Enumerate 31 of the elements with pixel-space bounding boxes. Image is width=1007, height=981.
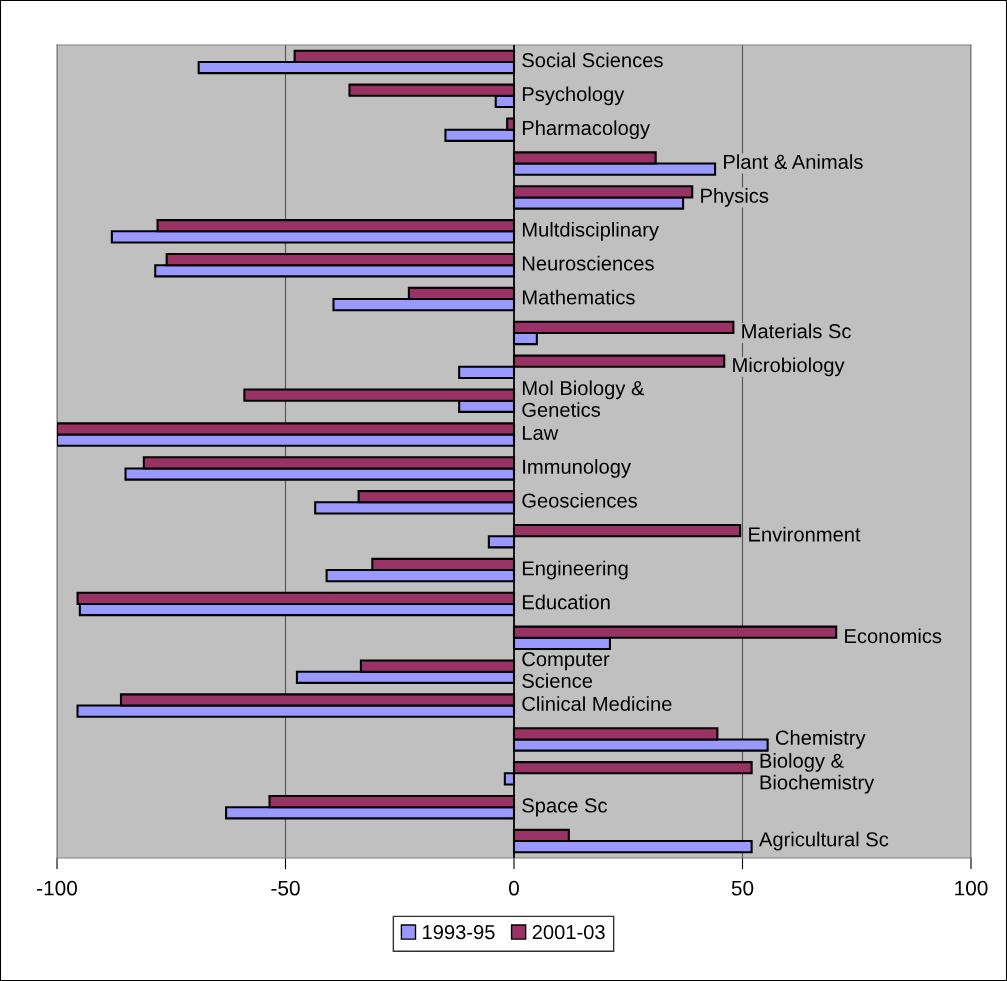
legend-label: 1993-95 xyxy=(423,925,495,940)
y-tick-label: Psychology xyxy=(522,86,625,106)
y-tick-label: Physics xyxy=(701,188,769,207)
y-tick-label: Engineering xyxy=(522,560,628,580)
x-tick-label: -50 xyxy=(271,880,300,896)
x-tick-label: 100 xyxy=(955,880,988,896)
x-tick-label: 50 xyxy=(731,880,754,896)
y-tick-label: Materials Sc xyxy=(742,323,851,339)
y-tick-label: Space Sc xyxy=(522,798,607,817)
y-tick-label: Immunology xyxy=(523,459,631,478)
y-tick-label: Economics xyxy=(845,628,942,644)
legend-label: 2001-03 xyxy=(532,925,605,940)
y-tick-label: Geosciences xyxy=(522,492,637,508)
y-tick-label: Computer Science xyxy=(522,651,610,688)
y-tick-label: Social Sciences xyxy=(522,52,663,68)
y-tick-label: Multdisciplinary xyxy=(522,221,659,241)
y-tick-label: Plant & Animals xyxy=(724,154,863,169)
y-tick-label: Mathematics xyxy=(522,289,635,305)
y-tick-label: Clinical Medicine xyxy=(522,696,672,711)
x-tick-label: -100 xyxy=(37,880,78,896)
y-tick-label: Neurosciences xyxy=(522,255,654,271)
x-tick-label: 0 xyxy=(509,880,519,896)
y-tick-label: Biology & Biochemistry xyxy=(760,753,875,794)
y-tick-label: Education xyxy=(522,594,610,610)
y-tick-label: Microbiology xyxy=(733,357,845,377)
y-tick-label: Environment xyxy=(749,526,861,542)
y-tick-label: Agricultural Sc xyxy=(758,831,889,851)
y-tick-label: Chemistry xyxy=(775,730,866,749)
y-tick-label: Mol Biology & Genetics xyxy=(522,380,645,417)
y-tick-label: Pharmacology xyxy=(522,120,650,140)
y-tick-label: Law xyxy=(522,425,559,440)
